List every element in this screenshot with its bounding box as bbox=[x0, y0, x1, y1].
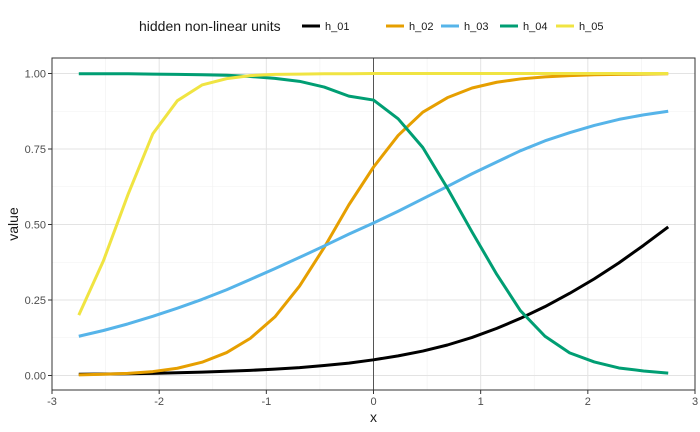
series-line-h_01 bbox=[78, 225, 670, 376]
legend-label-h_05: h_05 bbox=[579, 21, 603, 33]
x-tick-label: 0 bbox=[370, 396, 376, 408]
x-axis-title: x bbox=[370, 409, 377, 425]
legend: hidden non-linear units h_01 h_02 h_03 h_04… bbox=[139, 18, 603, 34]
x-tick-label: -1 bbox=[261, 396, 271, 408]
legend-label-h_02: h_02 bbox=[409, 21, 433, 33]
series-line-h_02 bbox=[78, 72, 669, 377]
x-tick-label: -2 bbox=[154, 396, 164, 408]
y-tick-label: 1.00 bbox=[25, 69, 46, 81]
legend-title: hidden non-linear units bbox=[139, 18, 281, 34]
plot-panel bbox=[51, 57, 696, 391]
x-tick-label: -3 bbox=[47, 396, 57, 408]
x-tick-label: 3 bbox=[692, 396, 698, 408]
y-tick-label: 0.00 bbox=[25, 371, 46, 383]
y-tick-label: 0.50 bbox=[25, 220, 46, 232]
x-tick-label: 2 bbox=[585, 396, 591, 408]
series-line-h_03 bbox=[78, 109, 669, 338]
y-axis: 0.00 0.25 0.50 0.75 1.00 bbox=[25, 69, 52, 383]
y-axis-title: value bbox=[5, 207, 21, 241]
legend-label-h_01: h_01 bbox=[325, 21, 349, 33]
series-line-h_04 bbox=[78, 72, 669, 375]
x-axis: -3 -2 -1 0 1 2 3 bbox=[47, 390, 698, 408]
legend-label-h_03: h_03 bbox=[464, 21, 488, 33]
y-tick-label: 0.75 bbox=[25, 144, 46, 156]
legend-label-h_04: h_04 bbox=[523, 21, 547, 33]
series-line-h_05 bbox=[77, 72, 669, 316]
y-tick-label: 0.25 bbox=[25, 295, 46, 307]
x-tick-label: 1 bbox=[478, 396, 484, 408]
